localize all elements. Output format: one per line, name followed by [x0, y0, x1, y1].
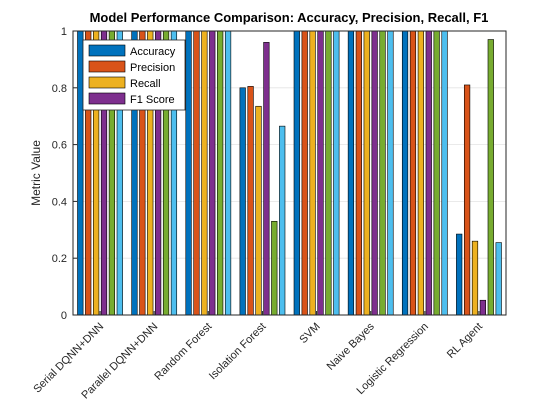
- bar: [271, 220, 278, 316]
- y-tick-label: 0.2: [52, 253, 67, 265]
- bar: [433, 30, 440, 316]
- legend-label: Precision: [130, 62, 175, 74]
- bar: [409, 30, 417, 316]
- y-tick-label: 0.6: [52, 140, 67, 152]
- bar: [417, 30, 424, 316]
- plot-area-frame: [72, 30, 507, 316]
- bar: [201, 30, 208, 316]
- bar: [347, 30, 355, 316]
- y-axis-label: Metric Value: [29, 140, 43, 206]
- bars-layer: [77, 30, 502, 316]
- bar: [255, 105, 262, 316]
- bar: [325, 30, 332, 316]
- bar: [379, 30, 386, 316]
- y-tick-label: 0.8: [52, 83, 67, 95]
- bar: [441, 30, 448, 316]
- bar: [247, 86, 254, 316]
- legend-swatch: [88, 60, 126, 73]
- bar: [471, 240, 479, 316]
- legend: Accuracy Precision Recall F1 Score: [82, 39, 186, 111]
- bar: [387, 30, 394, 316]
- bar: [217, 30, 224, 316]
- bar: [333, 30, 340, 316]
- bar: [463, 84, 471, 316]
- bar: [317, 30, 324, 316]
- y-tick-label: 0: [61, 310, 67, 322]
- bar: [193, 30, 200, 316]
- bar: [425, 30, 432, 316]
- bar: [401, 30, 409, 316]
- bar: [456, 233, 463, 316]
- legend-label: F1 Score: [130, 94, 175, 106]
- legend-swatch: [88, 76, 126, 89]
- chart-title: Model Performance Comparison: Accuracy, …: [90, 10, 489, 25]
- legend-swatch: [88, 92, 126, 105]
- legend-label: Accuracy: [130, 46, 176, 58]
- bar: [487, 39, 494, 316]
- bar: [293, 30, 300, 316]
- bar: [309, 30, 316, 316]
- bar: [363, 30, 370, 316]
- y-tick-label: 1: [61, 26, 67, 38]
- y-tick-label: 0.4: [52, 196, 67, 208]
- legend-swatch: [88, 44, 126, 57]
- legend-label: Recall: [130, 78, 161, 90]
- bar: [77, 30, 84, 316]
- bar: [224, 30, 232, 316]
- bar: [209, 30, 216, 316]
- bar: [185, 30, 192, 316]
- bar: [495, 242, 502, 316]
- bar: [355, 30, 362, 316]
- bar: [371, 30, 378, 316]
- bar: [479, 299, 486, 316]
- bar: [263, 42, 270, 316]
- bar: [239, 87, 246, 316]
- bar: [279, 125, 286, 316]
- bar: [301, 30, 308, 316]
